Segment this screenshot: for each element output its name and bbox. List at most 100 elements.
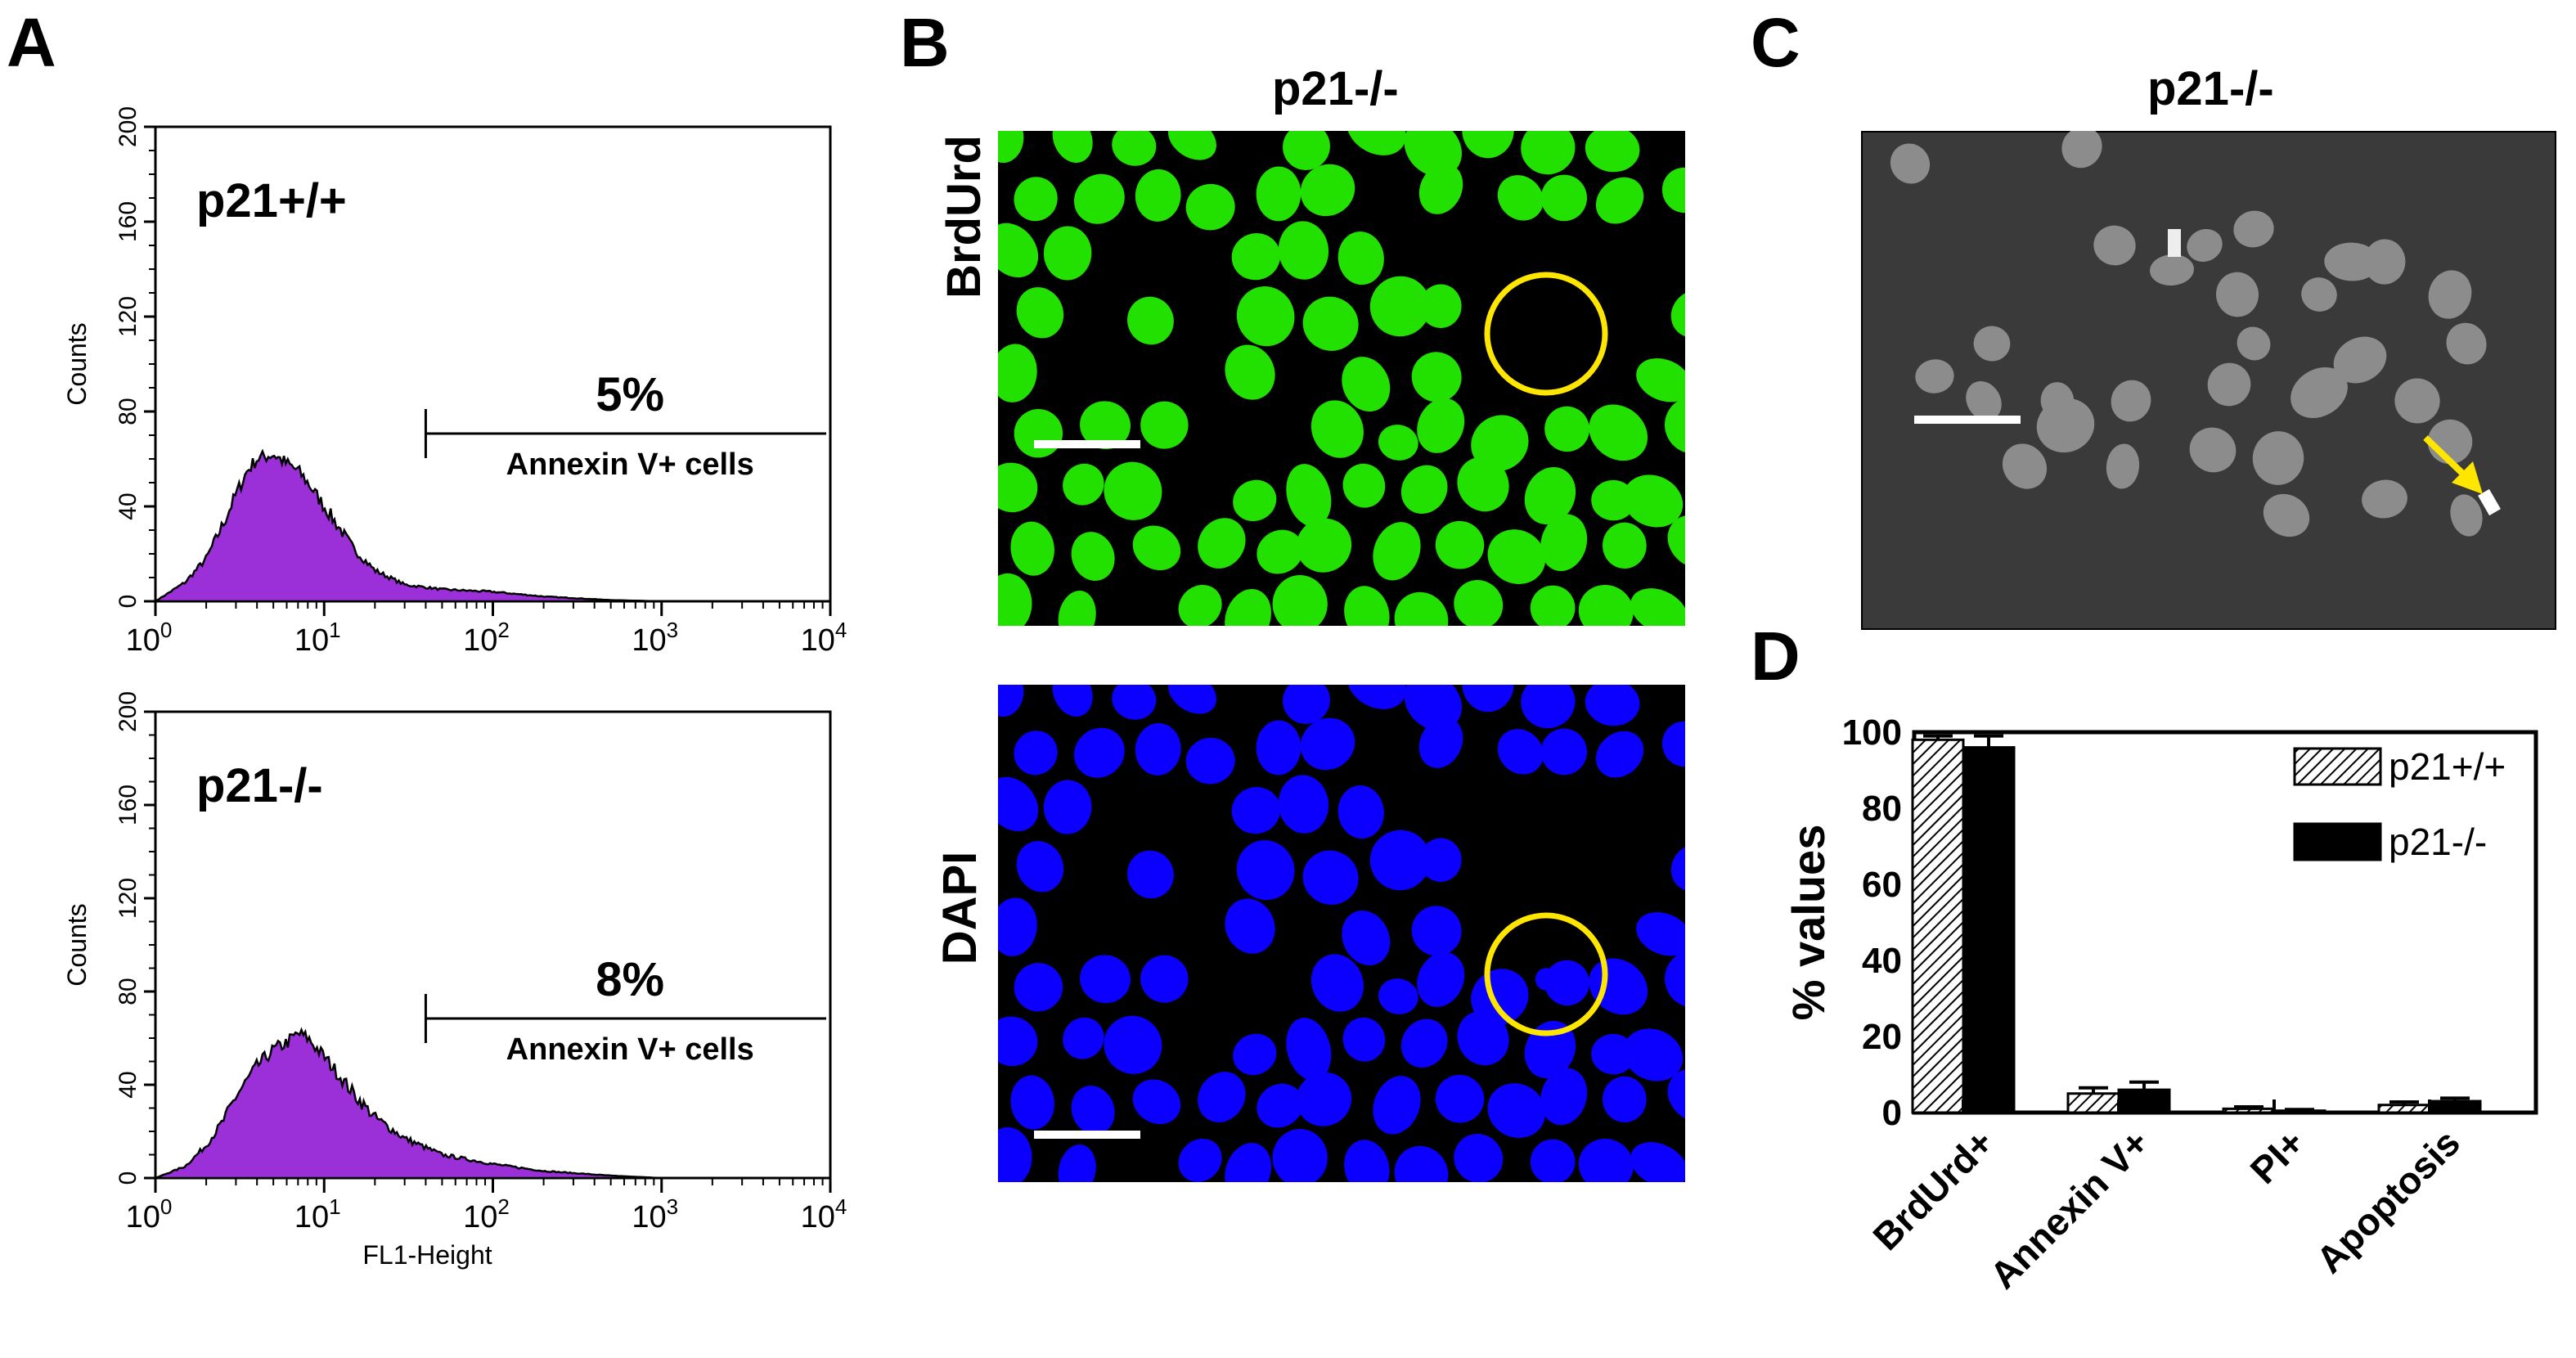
green-nucleus (1667, 515, 1685, 569)
blue-nucleus (1135, 722, 1181, 776)
gray-nucleus (2106, 443, 2140, 489)
green-nucleus (1283, 131, 1330, 170)
green-nucleus (1524, 466, 1576, 525)
gray-nucleus (2061, 131, 2102, 169)
gray-nucleus (2301, 277, 2337, 312)
gate-label: Annexin V+ cells (506, 447, 754, 482)
panel-c-title: p21-/- (2147, 62, 2274, 115)
blue-nucleus (1014, 963, 1063, 1012)
gray-nucleus (2428, 270, 2472, 319)
green-nucleus (1010, 521, 1054, 576)
blue-nucleus (1104, 1015, 1162, 1074)
y-tick-label: 160 (115, 785, 142, 825)
x-tick-label: 103 (632, 618, 678, 658)
blue-nucleus (1540, 728, 1587, 776)
green-nucleus (998, 573, 1032, 626)
green-nucleus (1225, 589, 1271, 626)
green-nucleus (1185, 183, 1235, 231)
blue-nucleus (1231, 787, 1281, 834)
blue-nucleus (1283, 685, 1330, 724)
blue-nucleus (1411, 906, 1462, 956)
panel-letter-c: C (1751, 4, 1801, 81)
blue-nucleus (1225, 898, 1275, 954)
green-nucleus (1589, 404, 1648, 461)
histogram-1: 0 40 80 120 160 200 100 101 102 103 104 Counts 5% Ann… (62, 106, 847, 658)
y-tick-label: 0 (1882, 1093, 1902, 1133)
green-nucleus (1302, 296, 1359, 351)
bar-p21-ko (1962, 746, 2016, 1114)
blue-nucleus (1233, 1033, 1277, 1076)
gray-nucleus (2333, 336, 2387, 384)
histogram-area (155, 1027, 662, 1180)
blue-nucleus (1185, 737, 1235, 785)
blue-nucleus (1535, 968, 1558, 991)
y-tick-label: 120 (115, 878, 142, 919)
green-nucleus (1236, 286, 1295, 347)
highlight-circle (1484, 272, 1608, 396)
green-nucleus (1623, 474, 1684, 528)
green-nucleus (998, 462, 1038, 513)
green-nucleus (1404, 131, 1462, 177)
blue-nucleus (1300, 717, 1355, 771)
x-axis-label: FL1-Height (362, 1240, 492, 1270)
blue-nucleus (998, 1016, 1038, 1067)
x-tick-label: 104 (801, 1194, 847, 1234)
green-nucleus (1074, 173, 1125, 224)
green-nucleus (1104, 461, 1162, 520)
blue-nucleus (1369, 830, 1431, 891)
gray-nucleus (2252, 431, 2304, 485)
gray-nucleus (2150, 254, 2194, 286)
blue-nucleus (1140, 955, 1189, 1003)
blue-nucleus (1286, 1018, 1332, 1081)
dapi-label: DAPI (933, 851, 987, 965)
blue-nucleus (1394, 1145, 1449, 1182)
panel-letter-a: A (7, 4, 56, 81)
blue-nucleus (1014, 731, 1058, 776)
green-nucleus (1256, 166, 1301, 222)
blue-nucleus (1636, 911, 1685, 956)
blue-nucleus (1198, 1072, 1246, 1122)
green-nucleus (1373, 522, 1421, 581)
green-nucleus (998, 223, 1039, 278)
bright-apoptotic-cell (2478, 488, 2501, 516)
gate-percent: 5% (596, 368, 664, 421)
blue-nucleus (1236, 840, 1295, 901)
blue-nucleus (1497, 729, 1544, 775)
blue-nucleus (1052, 685, 1093, 717)
panel-letter-d: D (1751, 618, 1801, 695)
green-nucleus (1457, 456, 1509, 512)
blue-nucleus (1417, 951, 1465, 1007)
gray-nucleus (2207, 362, 2251, 407)
blue-nucleus (1167, 685, 1216, 714)
y-tick-label: 80 (115, 978, 142, 1005)
blue-nucleus (1544, 960, 1589, 1006)
gray-nucleus (2233, 210, 2274, 248)
x-tick-label: 103 (632, 1194, 678, 1234)
blue-nucleus (1400, 1019, 1448, 1068)
x-tick-label: 100 (126, 1194, 173, 1234)
blue-nucleus (1074, 727, 1125, 778)
bar-p21-ko (2428, 1099, 2482, 1114)
green-nucleus (1578, 584, 1634, 626)
green-nucleus (1497, 175, 1544, 221)
green-nucleus (1112, 131, 1157, 166)
x-tick-label: 100 (126, 618, 173, 658)
blue-nucleus (1225, 1143, 1271, 1182)
x-tick-label: Apoptosis (2308, 1121, 2468, 1281)
blue-nucleus (998, 897, 1037, 956)
y-axis-label: Counts (62, 322, 92, 405)
y-tick-label: 200 (115, 691, 142, 732)
green-nucleus (1419, 284, 1462, 328)
gray-nucleus (2002, 443, 2048, 489)
bar-p21-ko (2117, 1088, 2171, 1114)
blue-nucleus (1595, 731, 1644, 778)
green-nucleus (1342, 357, 1391, 412)
blue-nucleus (1457, 1010, 1509, 1066)
gray-nucleus (2446, 322, 2487, 365)
blue-nucleus (1585, 685, 1640, 726)
blue-nucleus (1344, 1140, 1390, 1182)
blue-nucleus (1071, 1086, 1115, 1135)
panel-b-title: p21-/- (1272, 62, 1399, 115)
gray-nucleus (2324, 242, 2380, 281)
blue-nucleus (1043, 780, 1092, 834)
